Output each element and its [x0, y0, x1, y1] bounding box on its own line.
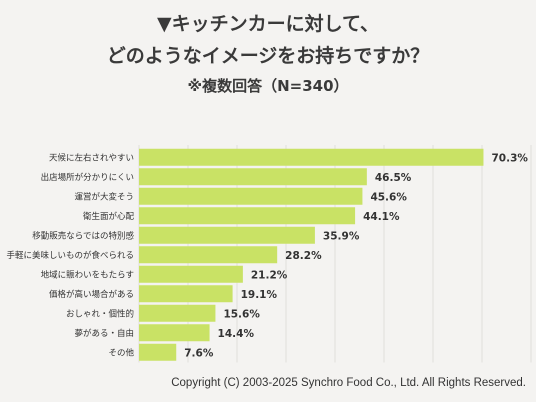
bar	[139, 148, 484, 166]
bar	[139, 246, 278, 264]
data-label: 14.4%	[218, 328, 255, 340]
data-label: 45.6%	[370, 191, 407, 203]
category-label: おしゃれ・個性的	[66, 308, 134, 319]
category-label: 出店場所が分かりにくい	[41, 172, 134, 183]
data-label: 46.5%	[375, 172, 412, 184]
bar	[139, 168, 367, 186]
bar	[139, 207, 356, 225]
data-label: 70.3%	[491, 152, 528, 164]
category-label: 移動販売ならではの特別感	[32, 230, 134, 241]
category-label: 価格が高い場合がある	[49, 289, 134, 300]
bar	[139, 226, 315, 244]
data-label: 35.9%	[323, 230, 360, 242]
data-label: 21.2%	[251, 269, 288, 281]
category-label: 衛生面が心配	[83, 211, 135, 222]
copyright-notice: Copyright (C) 2003-2025 Synchro Food Co.…	[171, 377, 526, 389]
category-label: 夢がある・自由	[74, 328, 134, 339]
chart-title-line-2: どのようなイメージをお持ちですか？	[106, 45, 430, 67]
data-label: 19.1%	[241, 289, 278, 301]
data-label: 28.2%	[285, 250, 322, 262]
bar	[139, 304, 216, 322]
bar	[139, 343, 177, 361]
bar	[139, 187, 363, 205]
bar	[139, 285, 233, 303]
category-label: 運営が大変そう	[74, 191, 134, 202]
data-label: 44.1%	[363, 211, 400, 223]
chart-subtitle: ※複数回答（N=340）	[187, 77, 349, 95]
chart-title-line-1: ▼キッチンカーに対して、	[156, 13, 380, 35]
bar	[139, 324, 210, 342]
category-label: 天候に左右されやすい	[49, 152, 134, 163]
category-label: その他	[108, 347, 134, 358]
data-label: 7.6%	[184, 347, 214, 359]
category-label: 地域に賑わいをもたらす	[41, 269, 134, 280]
data-label: 15.6%	[223, 308, 260, 320]
category-label: 手軽に美味しいものが食べられる	[6, 250, 134, 261]
bar	[139, 265, 243, 283]
